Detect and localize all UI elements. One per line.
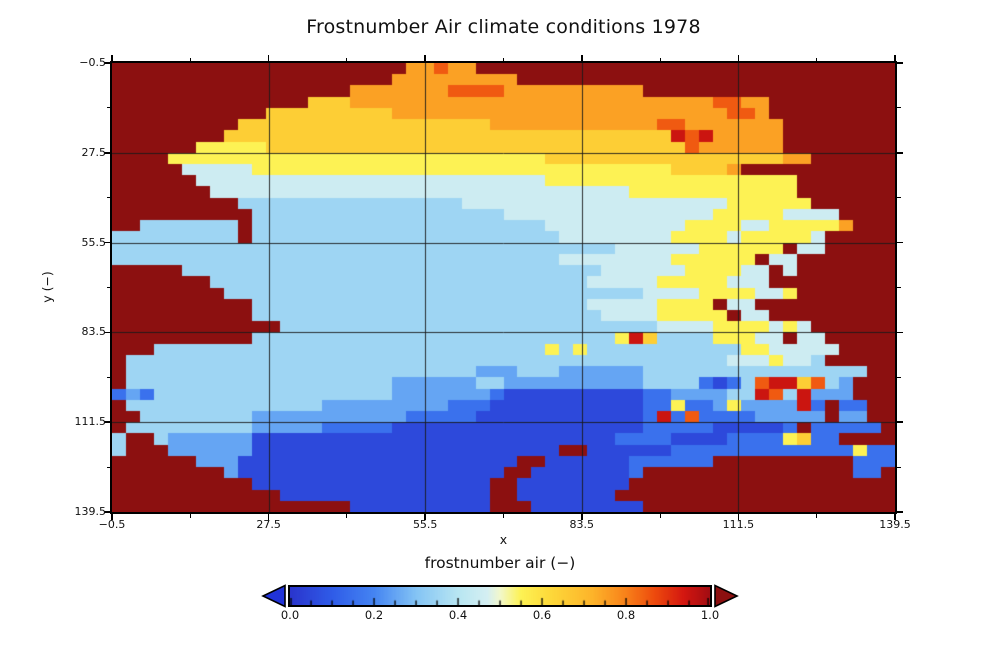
axis-tick: [106, 287, 110, 288]
axis-tick: [503, 514, 504, 518]
colorbar-over-arrow: [714, 584, 739, 608]
axis-tick: [897, 197, 901, 199]
y-tick-label: 139.5: [74, 505, 107, 518]
axis-tick: [897, 62, 903, 64]
axis-tick: [816, 514, 818, 518]
axis-tick: [424, 55, 426, 61]
axis-tick: [106, 466, 110, 468]
axis-tick: [346, 57, 348, 61]
axis-tick: [104, 511, 110, 513]
x-tick-label: 83.5: [569, 518, 595, 531]
axis-tick: [897, 241, 903, 244]
axis-tick: [267, 55, 270, 61]
axis-tick: [737, 514, 740, 520]
axis-tick: [659, 514, 661, 518]
axis-tick: [424, 514, 426, 520]
x-tick-label: 111.5: [722, 518, 755, 531]
axis-tick: [581, 514, 583, 520]
axis-tick: [104, 331, 110, 334]
axis-tick: [581, 55, 583, 61]
colorbar-frame: [288, 585, 712, 607]
axis-tick: [106, 107, 110, 109]
axis-tick: [897, 287, 901, 288]
axis-tick: [816, 57, 818, 61]
y-tick-label: 111.5: [74, 415, 107, 429]
y-tick-label: −0.5: [79, 56, 106, 69]
colorbar-tick-label: 0.0: [280, 608, 300, 622]
axis-tick: [267, 514, 270, 520]
y-axis-label: y (−): [39, 271, 55, 303]
colorbar-label: frostnumber air (−): [424, 554, 576, 572]
axis-tick: [659, 57, 661, 61]
colorbar-under-arrow: [261, 584, 286, 608]
axis-tick: [104, 241, 110, 244]
colorbar-tick-label: 1.0: [700, 608, 720, 622]
y-tick-label: 55.5: [81, 235, 107, 249]
axis-tick: [189, 514, 191, 518]
axis-tick: [503, 57, 504, 61]
axis-tick: [897, 466, 901, 468]
axis-tick: [897, 331, 903, 334]
y-tick-label: 83.5: [81, 325, 107, 339]
axis-tick: [894, 55, 896, 61]
axis-tick: [897, 511, 903, 513]
x-tick-label: 139.5: [879, 518, 911, 531]
axis-tick: [894, 514, 896, 520]
x-axis-label: x: [499, 532, 508, 547]
axis-tick: [104, 152, 110, 154]
axis-tick: [897, 107, 901, 109]
axis-tick: [111, 55, 113, 61]
colorbar-tick-label: 0.2: [364, 608, 384, 622]
plot-title: Frostnumber Air climate conditions 1978: [306, 16, 701, 38]
plot-frame: [110, 61, 897, 514]
axis-tick: [346, 514, 348, 518]
colorbar-tick-label: 0.4: [448, 608, 468, 622]
y-tick-label: 27.5: [81, 145, 107, 159]
axis-tick: [106, 197, 110, 199]
axis-tick: [106, 376, 110, 378]
axis-tick: [104, 421, 110, 423]
axis-tick: [104, 62, 110, 64]
axis-tick: [897, 421, 903, 423]
heatmap-canvas: [112, 63, 895, 512]
x-tick-label: −0.5: [98, 518, 126, 531]
axis-tick: [897, 152, 903, 154]
axis-tick: [737, 55, 740, 61]
axis-tick: [897, 376, 901, 378]
axis-tick: [189, 57, 191, 61]
colorbar-tick-label: 0.8: [616, 608, 636, 622]
axis-tick: [111, 514, 113, 520]
x-tick-label: 55.5: [412, 518, 438, 531]
x-tick-label: 27.5: [256, 518, 281, 531]
colorbar-gradient: [290, 587, 710, 605]
colorbar-tick-label: 0.6: [532, 608, 552, 622]
